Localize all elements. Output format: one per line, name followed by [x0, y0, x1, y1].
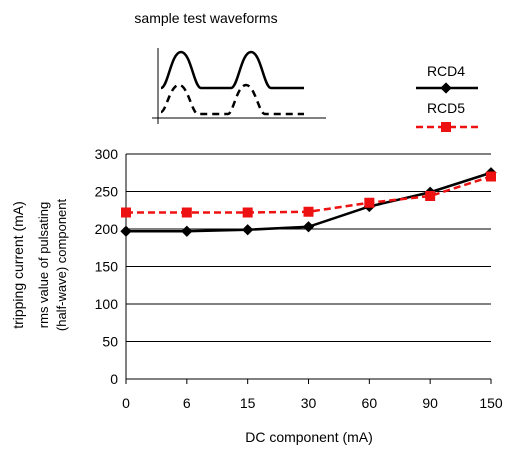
- data-point-rcd4: [302, 221, 315, 233]
- waveform-inset: [152, 48, 326, 124]
- x-tick-label: 150: [479, 395, 503, 411]
- legend-label-rcd4: RCD4: [427, 63, 465, 79]
- y-tick-label: 100: [95, 296, 119, 312]
- x-tick-label: 90: [422, 395, 438, 411]
- data-point-rcd4: [120, 225, 132, 237]
- series: [120, 167, 497, 237]
- legend-label-rcd5: RCD5: [427, 100, 465, 116]
- data-point-rcd5: [486, 171, 496, 182]
- x-tick-label: 6: [183, 395, 191, 411]
- y-tick-label: 50: [102, 334, 118, 350]
- y-tick-label: 250: [95, 184, 119, 200]
- inset-caption: sample test waveforms: [134, 10, 277, 26]
- waveform-dashed-trace: [160, 83, 304, 116]
- data-point-rcd5: [364, 197, 375, 208]
- data-point-rcd5: [425, 191, 436, 201]
- gridlines: [126, 153, 491, 342]
- data-point-rcd4: [181, 225, 193, 237]
- legend: RCD4 RCD5: [416, 63, 478, 132]
- data-point-rcd4: [242, 224, 254, 236]
- data-point-rcd5: [181, 207, 192, 218]
- y-tick-label: 150: [95, 259, 119, 275]
- tick-labels: 0 50 100 150 200 250 300 0 6 15 30 60 90 150: [95, 146, 503, 411]
- data-point-rcd5: [121, 207, 131, 218]
- x-axis-title: DC component (mA): [245, 429, 373, 445]
- y-axis-title-outer: tripping current (mA): [10, 201, 26, 329]
- axes: [125, 154, 492, 384]
- x-tick-label: 15: [240, 395, 256, 411]
- x-tick-label: 30: [301, 395, 317, 411]
- legend-marker-rcd5: [441, 122, 451, 132]
- y-axis-title-inner-2: (half-wave) component: [54, 199, 69, 332]
- data-point-rcd5: [303, 206, 314, 217]
- y-tick-label: 0: [110, 371, 118, 387]
- x-tick-label: 60: [362, 395, 378, 411]
- waveform-solid-trace: [160, 50, 304, 90]
- x-tick-label: 0: [122, 395, 130, 411]
- y-tick-label: 200: [95, 221, 119, 237]
- legend-marker-rcd4: [440, 82, 452, 94]
- y-tick-label: 300: [95, 146, 119, 162]
- data-point-rcd5: [242, 207, 253, 218]
- y-axis-title-inner-1: rms value of pulsating: [36, 202, 51, 328]
